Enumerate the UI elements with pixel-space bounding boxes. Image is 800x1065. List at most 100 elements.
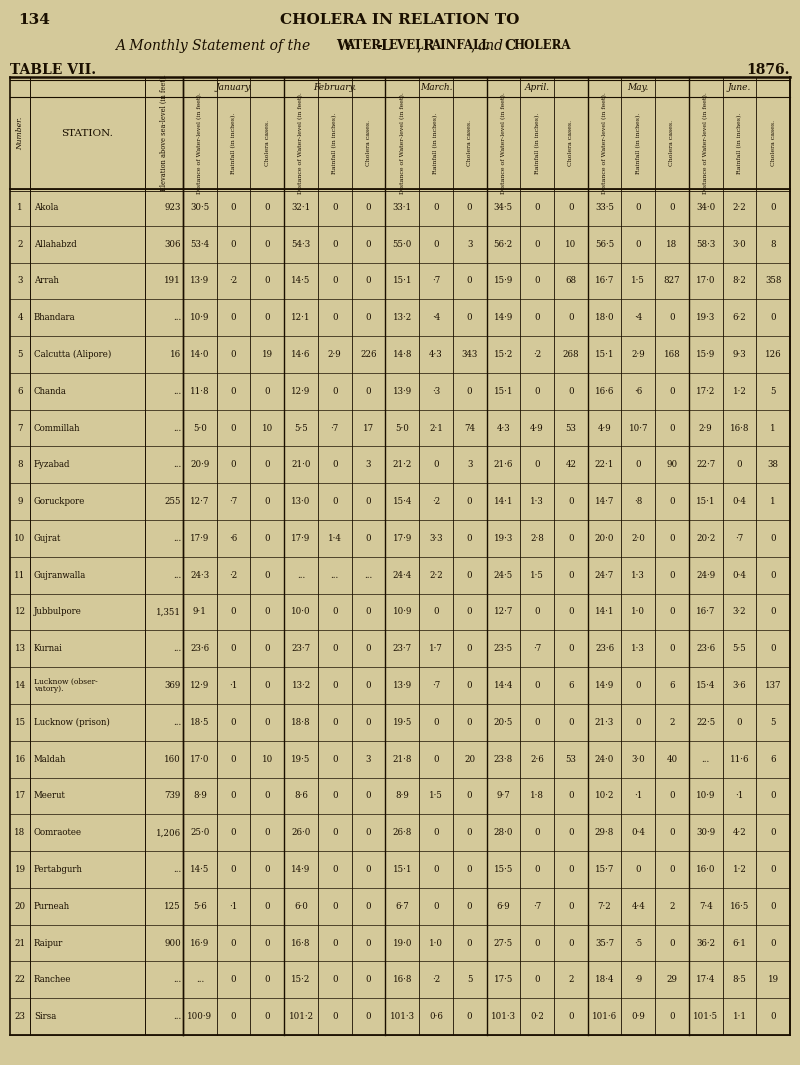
Text: 0: 0 [433,718,438,726]
Text: 30·9: 30·9 [696,829,715,837]
Text: 22·7: 22·7 [696,460,715,470]
Text: 900: 900 [164,938,181,948]
Text: 4·3: 4·3 [497,424,510,432]
Text: 0: 0 [230,791,236,801]
Text: ·2: ·2 [432,976,440,984]
Text: 33·1: 33·1 [393,203,412,212]
Text: 16·0: 16·0 [696,865,715,874]
Text: 14·7: 14·7 [595,497,614,506]
Text: 101·3: 101·3 [491,1012,516,1021]
Text: 1·5: 1·5 [530,571,544,579]
Text: 0: 0 [265,791,270,801]
Text: 306: 306 [165,240,181,248]
Text: 15·5: 15·5 [494,865,513,874]
Text: 0: 0 [332,1012,338,1021]
Text: 0: 0 [265,829,270,837]
Text: 14·1: 14·1 [594,607,614,617]
Text: 21·2: 21·2 [393,460,412,470]
Text: 0: 0 [770,865,776,874]
Text: Rainfall (in inches).: Rainfall (in inches). [434,112,438,174]
Text: ·1: ·1 [230,681,238,690]
Text: ·6: ·6 [230,534,238,543]
Text: 13: 13 [14,644,26,653]
Text: ·3: ·3 [432,387,440,396]
Text: 34·5: 34·5 [494,203,513,212]
Text: 0·6: 0·6 [429,1012,443,1021]
Text: ·2: ·2 [230,277,238,285]
Text: 0: 0 [568,497,574,506]
Text: Allahabzd: Allahabzd [34,240,77,248]
Text: 5·6: 5·6 [193,902,206,911]
Text: 0: 0 [635,681,641,690]
Text: 27·5: 27·5 [494,938,513,948]
Text: Chanda: Chanda [34,387,67,396]
Text: 14·6: 14·6 [291,350,310,359]
Text: 24·3: 24·3 [190,571,210,579]
Text: 0: 0 [770,203,776,212]
Text: 17: 17 [363,424,374,432]
Text: 255: 255 [165,497,181,506]
Text: 0: 0 [332,902,338,911]
Text: 1: 1 [770,497,776,506]
Text: 0: 0 [534,718,540,726]
Text: 0: 0 [230,424,236,432]
Text: 5: 5 [770,718,776,726]
Text: AINFALL: AINFALL [431,39,490,52]
Text: 0: 0 [534,976,540,984]
Text: Distance of Water-level (in feet).: Distance of Water-level (in feet). [400,92,405,194]
Text: 8·6: 8·6 [294,791,308,801]
Text: Ranchee: Ranchee [34,976,71,984]
Text: 2: 2 [568,976,574,984]
Text: ·9: ·9 [634,976,642,984]
Text: 1,206: 1,206 [156,829,181,837]
Text: 14·0: 14·0 [190,350,210,359]
Text: 2·0: 2·0 [631,534,645,543]
Text: 126: 126 [765,350,782,359]
Text: 14·1: 14·1 [494,497,513,506]
Text: Distance of Water-level (in feet).: Distance of Water-level (in feet). [602,92,607,194]
Text: 19·5: 19·5 [291,755,310,764]
Text: 0: 0 [230,644,236,653]
Text: 0: 0 [366,203,371,212]
Text: ...: ... [173,313,181,323]
Text: 0: 0 [534,240,540,248]
Text: 23·6: 23·6 [696,644,715,653]
Text: 29·8: 29·8 [595,829,614,837]
Text: 16: 16 [14,755,26,764]
Text: 0: 0 [770,607,776,617]
Text: ...: ... [173,460,181,470]
Text: TABLE VII.: TABLE VII. [10,63,96,77]
Text: 56·5: 56·5 [595,240,614,248]
Text: 12·7: 12·7 [494,607,513,617]
Text: 21·0: 21·0 [291,460,310,470]
Text: 15·7: 15·7 [595,865,614,874]
Text: 56·2: 56·2 [494,240,513,248]
Text: 2·8: 2·8 [530,534,544,543]
Text: 15·9: 15·9 [494,277,513,285]
Text: 0: 0 [265,460,270,470]
Text: Distance of Water-level (in feet).: Distance of Water-level (in feet). [298,92,303,194]
Text: 0: 0 [568,865,574,874]
Text: ·6: ·6 [634,387,642,396]
Text: 7: 7 [18,424,22,432]
Text: 20: 20 [464,755,475,764]
Text: ...: ... [173,718,181,726]
Text: ...: ... [364,571,373,579]
Text: 20·0: 20·0 [594,534,614,543]
Text: 7·4: 7·4 [699,902,713,911]
Text: ...: ... [702,755,710,764]
Text: 5: 5 [770,387,776,396]
Text: 15·4: 15·4 [393,497,412,506]
Text: 19·3: 19·3 [494,534,513,543]
Text: 1·2: 1·2 [733,865,746,874]
Text: 14·5: 14·5 [291,277,310,285]
Text: -: - [376,39,382,53]
Text: 5·0: 5·0 [193,424,206,432]
Text: 14·5: 14·5 [190,865,210,874]
Text: 53: 53 [566,755,576,764]
Text: 10: 10 [565,240,577,248]
Text: 34·0: 34·0 [696,203,715,212]
Text: 3·6: 3·6 [733,681,746,690]
Text: 2: 2 [670,902,674,911]
Text: ·4: ·4 [432,313,440,323]
